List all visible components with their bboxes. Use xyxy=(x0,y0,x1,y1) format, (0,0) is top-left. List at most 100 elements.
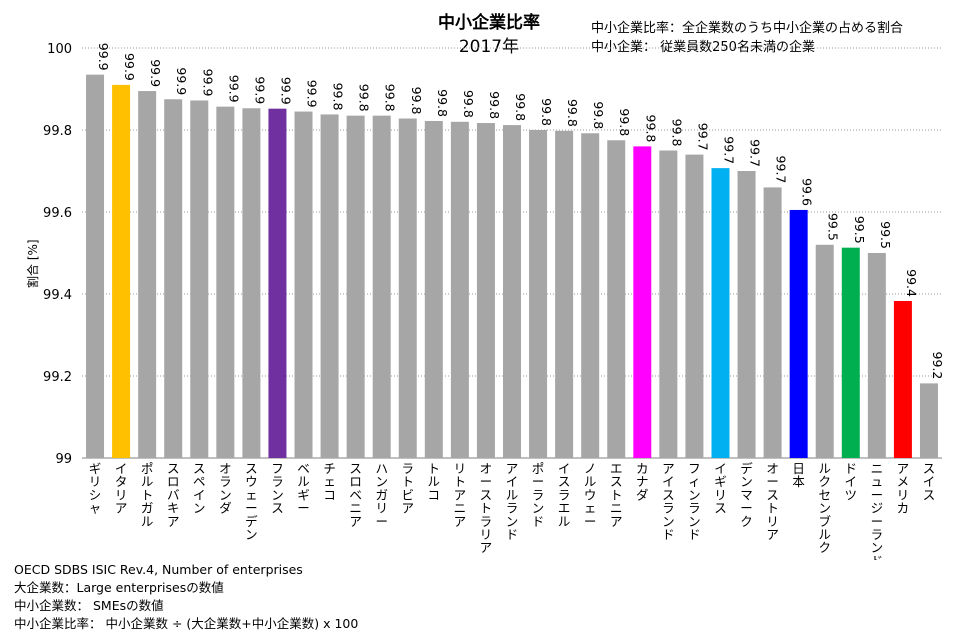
value-label: 99.8 xyxy=(539,98,554,126)
value-label: 99.8 xyxy=(331,83,346,111)
bar xyxy=(581,133,600,458)
bar xyxy=(867,253,886,458)
value-label: 99.9 xyxy=(226,75,241,103)
value-label: 99.7 xyxy=(721,136,736,164)
x-tick-label: エストニア xyxy=(610,461,623,529)
value-label: 99.8 xyxy=(461,90,476,118)
x-tick-label: チェコ xyxy=(323,461,336,502)
value-label: 99.4 xyxy=(904,269,919,297)
x-tick-label: アイスランド xyxy=(662,461,675,542)
value-label: 99.9 xyxy=(122,53,137,81)
footnote-line: 中小企業数： SMEsの数値 xyxy=(14,598,164,613)
bars xyxy=(86,74,938,459)
x-tick-label: ルクセンブルク xyxy=(818,461,831,555)
bar xyxy=(555,130,574,458)
bar xyxy=(476,123,495,458)
x-tick-label: スペイン xyxy=(193,461,206,516)
value-label: 99.5 xyxy=(852,216,867,244)
value-label: 99.9 xyxy=(174,67,189,95)
x-tick-label: カナダ xyxy=(636,461,649,502)
y-tick-labels: 99 99.2 99.4 99.6 99.8 100 xyxy=(43,42,72,467)
value-label: 99.8 xyxy=(435,89,450,117)
x-tick-label: スウェーデン xyxy=(245,461,258,542)
bar xyxy=(893,300,912,458)
bar xyxy=(320,114,339,459)
x-tick-label: アイルランド xyxy=(506,461,519,542)
value-label: 99.7 xyxy=(695,123,710,151)
value-labels: 99.9 99.9 99.9 99.9 99.9 99.9 99.9 99.9 99.9 99.8… xyxy=(96,43,945,380)
x-tick-label: ノルウェー xyxy=(584,461,597,529)
value-label: 99.8 xyxy=(617,108,632,136)
bar xyxy=(503,125,521,458)
bar xyxy=(268,108,287,459)
value-label: 99.9 xyxy=(278,77,293,105)
x-tick-label: スイス xyxy=(923,461,936,502)
footnote-line: 中小企業比率： 中小企業数 ÷ (大企業数+中小企業数) x 100 xyxy=(14,616,359,631)
x-tick-label: リトアニア xyxy=(454,461,467,529)
footnote-line: 大企業数：Large enterprisesの数値 xyxy=(14,580,224,595)
x-tick-label: アメリカ xyxy=(897,461,910,516)
x-tick-label: ベルギー xyxy=(297,461,310,516)
x-tick-label: イスラエル xyxy=(558,461,571,529)
bar xyxy=(242,108,261,459)
value-label: 99.8 xyxy=(669,119,684,147)
x-tick-label: ニュージーランド xyxy=(871,461,884,560)
bar xyxy=(633,146,652,458)
bar xyxy=(294,111,313,459)
x-tick-label: スロベニア xyxy=(349,461,362,529)
x-tick-label: ポーランド xyxy=(532,461,545,529)
bar xyxy=(659,150,678,458)
x-tick-label: 日本 xyxy=(792,461,805,489)
bar xyxy=(841,247,860,458)
bar xyxy=(711,168,730,458)
value-label: 99.8 xyxy=(591,101,606,129)
x-tick-label: ポルトガル xyxy=(141,461,154,529)
bar xyxy=(138,91,157,459)
value-label: 99.8 xyxy=(513,93,528,121)
bar xyxy=(164,99,183,458)
value-label: 99.9 xyxy=(96,43,111,71)
x-tick-label: ドイツ xyxy=(845,461,858,502)
bar xyxy=(815,244,834,458)
y-tick-label: 99.2 xyxy=(43,370,72,385)
y-tick-label: 99.4 xyxy=(43,288,72,303)
bar xyxy=(919,383,938,458)
x-tick-label: フランス xyxy=(271,461,284,516)
y-tick-label: 100 xyxy=(47,42,72,57)
value-label: 99.8 xyxy=(409,87,424,115)
x-tick-label: トルコ xyxy=(428,461,441,502)
value-label: 99.7 xyxy=(774,156,789,184)
value-label: 99.8 xyxy=(357,84,372,112)
value-label: 99.2 xyxy=(930,352,945,380)
value-label: 99.6 xyxy=(800,178,815,206)
bar xyxy=(529,130,548,458)
bar xyxy=(372,115,391,459)
x-tick-label: デンマーク xyxy=(740,461,753,529)
bar xyxy=(424,120,443,458)
y-tick-label: 99 xyxy=(55,452,72,467)
x-tick-label: イギリス xyxy=(714,461,727,516)
x-tick-label: ハンガリー xyxy=(375,461,388,529)
bar xyxy=(86,74,105,459)
bar xyxy=(607,140,626,458)
bar xyxy=(685,154,704,458)
y-tick-label: 99.6 xyxy=(43,206,72,221)
bar xyxy=(450,121,469,459)
chart-subtitle: 2017年 xyxy=(458,37,520,57)
footnote-line: OECD SDBS ISIC Rev.4, Number of enterpri… xyxy=(14,562,303,577)
value-label: 99.5 xyxy=(826,213,841,241)
x-tick-label: イタリア xyxy=(115,461,128,516)
x-tick-label: フィンランド xyxy=(688,461,701,542)
value-label: 99.8 xyxy=(487,91,502,119)
note-line: 中小企業： 従業員数250名未満の企業 xyxy=(591,40,815,55)
value-label: 99.5 xyxy=(878,221,893,249)
bar xyxy=(398,118,417,459)
value-label: 99.8 xyxy=(643,115,658,143)
value-label: 99.9 xyxy=(200,69,215,97)
value-label: 99.9 xyxy=(148,59,163,87)
value-label: 99.9 xyxy=(252,76,267,104)
definition-notes: 中小企業比率：全企業数のうち中小企業の占める割合 中小企業： 従業員数250名未… xyxy=(591,19,903,57)
value-label: 99.8 xyxy=(383,84,398,112)
bar xyxy=(346,115,365,459)
bar xyxy=(763,187,782,458)
